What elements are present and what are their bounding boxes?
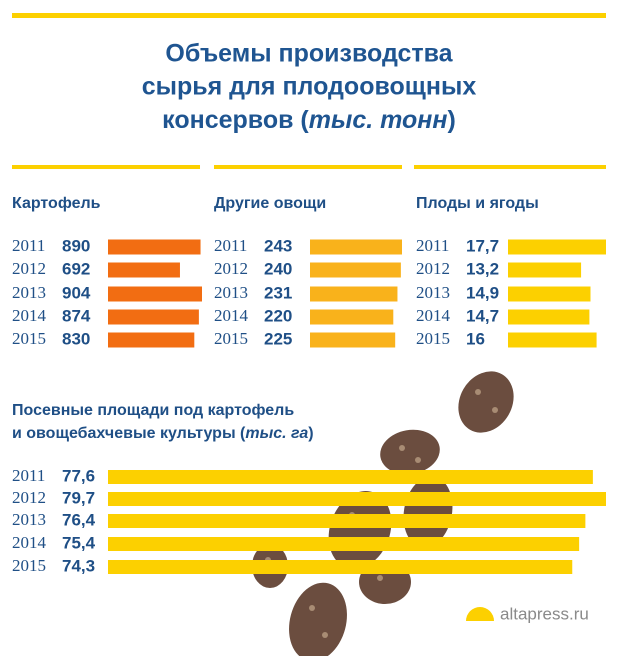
value-label: 14,9: [466, 283, 499, 302]
title-part: ): [448, 106, 456, 134]
bar: [108, 332, 195, 348]
year-label: 2012: [12, 488, 46, 507]
section-title: Картофель: [12, 195, 101, 212]
title-part: тыс. тонн: [309, 106, 448, 134]
year-label: 2013: [12, 510, 46, 529]
value-label: 77,6: [62, 466, 95, 485]
bar: [310, 262, 401, 278]
year-label: 2015: [416, 329, 450, 348]
bar: [108, 514, 586, 528]
year-label: 2014: [416, 306, 451, 325]
value-label: 75,4: [62, 533, 96, 552]
year-label: 2011: [12, 236, 45, 255]
bar: [108, 560, 573, 574]
value-label: 890: [62, 236, 90, 255]
year-label: 2013: [12, 283, 46, 302]
bar: [108, 239, 201, 255]
value-label: 830: [62, 329, 90, 348]
bar: [108, 492, 606, 506]
bar: [508, 286, 591, 302]
value-label: 220: [264, 306, 292, 325]
value-label: 76,4: [62, 510, 96, 529]
chart-title: консервов (тыс. тонн): [162, 106, 456, 134]
year-label: 2015: [12, 556, 46, 575]
chart-title: сырья для плодоовощных: [142, 73, 477, 101]
bar: [108, 309, 199, 325]
bar: [508, 332, 597, 348]
year-label: 2015: [214, 329, 248, 348]
value-label: 14,7: [466, 306, 499, 325]
year-label: 2013: [416, 283, 450, 302]
bar: [508, 309, 590, 325]
value-label: 692: [62, 259, 90, 278]
bar: [508, 239, 606, 255]
value-label: 17,7: [466, 236, 499, 255]
value-label: 243: [264, 236, 292, 255]
value-label: 13,2: [466, 259, 499, 278]
bar: [310, 239, 402, 255]
bar: [310, 332, 396, 348]
year-label: 2014: [214, 306, 249, 325]
value-label: 231: [264, 283, 292, 302]
year-label: 2014: [12, 306, 47, 325]
rule: [12, 165, 200, 169]
title-part: и овощебахчевые культуры (: [12, 425, 246, 442]
value-label: 74,3: [62, 556, 95, 575]
rule: [414, 165, 606, 169]
year-label: 2013: [214, 283, 248, 302]
year-label: 2011: [12, 466, 45, 485]
rule: [214, 165, 402, 169]
title-part: тыс. га: [245, 425, 308, 442]
value-label: 240: [264, 259, 292, 278]
section-title: Плоды и ягоды: [416, 195, 539, 212]
top-rule: [12, 13, 606, 18]
source: altapress.ru: [500, 604, 589, 623]
value-label: 16: [466, 329, 485, 348]
year-label: 2014: [12, 533, 47, 552]
year-label: 2011: [416, 236, 449, 255]
section-title: Посевные площади под картофель: [12, 402, 294, 419]
title-part: ): [308, 425, 313, 442]
chart-title: Объемы производства: [165, 40, 453, 68]
bar: [108, 537, 580, 551]
year-label: 2012: [214, 259, 248, 278]
bar: [108, 286, 202, 302]
year-label: 2012: [416, 259, 450, 278]
year-label: 2015: [12, 329, 46, 348]
section-title: Другие овощи: [214, 195, 326, 212]
bar: [108, 262, 180, 278]
bar: [310, 309, 394, 325]
bar: [108, 470, 593, 484]
value-label: 874: [62, 306, 91, 325]
value-label: 225: [264, 329, 292, 348]
bar: [508, 262, 582, 278]
title-part: консервов (: [162, 106, 309, 134]
year-label: 2011: [214, 236, 247, 255]
value-label: 904: [62, 283, 91, 302]
logo: [466, 607, 494, 621]
value-label: 79,7: [62, 488, 95, 507]
year-label: 2012: [12, 259, 46, 278]
bar: [310, 286, 398, 302]
section-title: и овощебахчевые культуры (тыс. га): [12, 425, 314, 442]
